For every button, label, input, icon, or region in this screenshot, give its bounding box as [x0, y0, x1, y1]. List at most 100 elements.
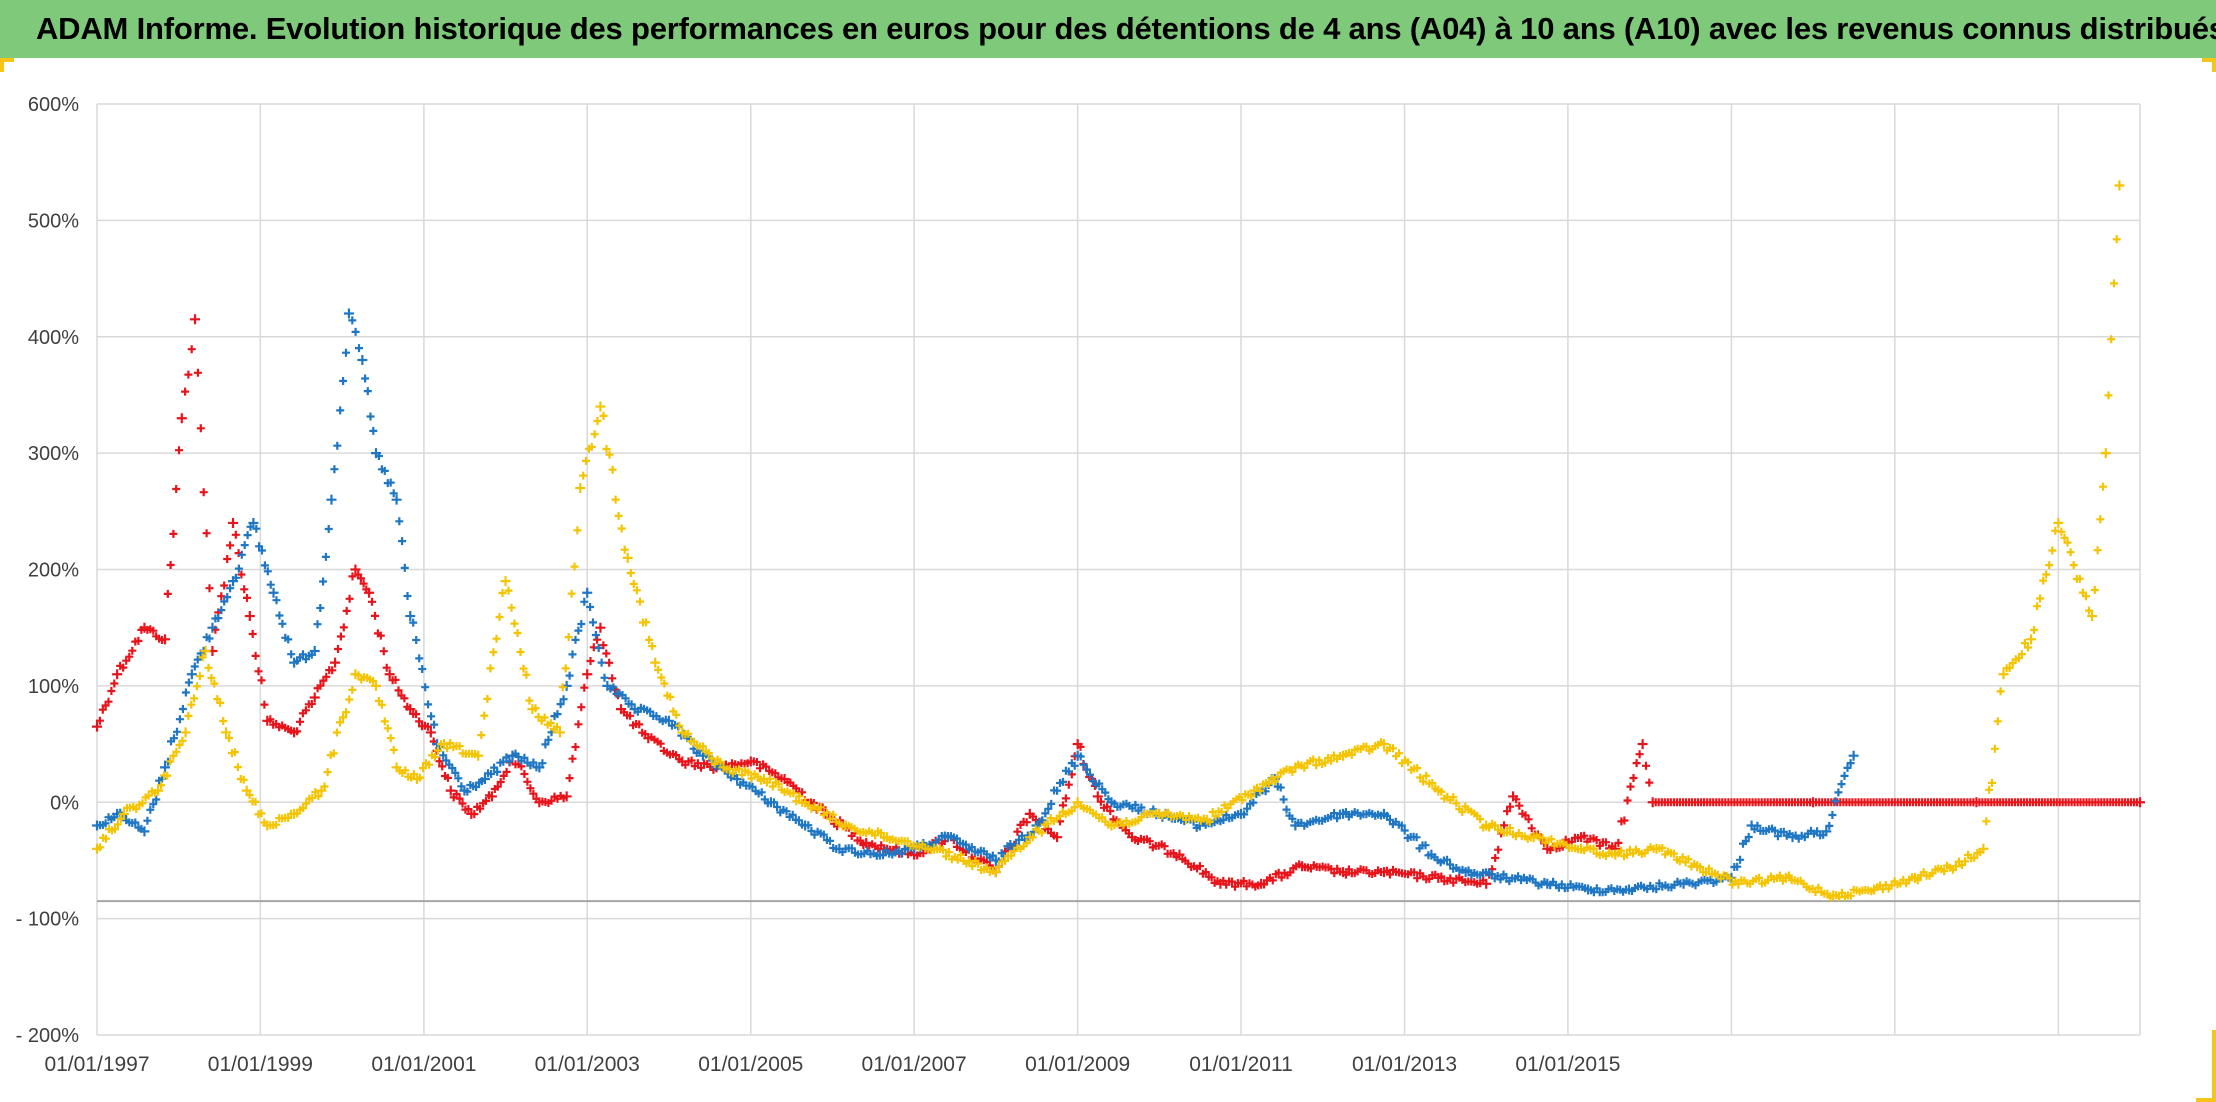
point-cluster — [1642, 761, 1654, 787]
series-3 — [92, 180, 2125, 902]
data-point — [309, 692, 320, 703]
chart-title-bar: ADAM Informe. Evolution historique des p… — [0, 0, 2216, 58]
point-cluster — [143, 774, 167, 825]
x-tick-label: 01/01/2015 — [1515, 1053, 1620, 1076]
x-tick-label: 01/01/2007 — [862, 1053, 967, 1076]
data-point — [350, 564, 361, 575]
data-point — [330, 657, 341, 668]
point-cluster — [1076, 801, 1113, 829]
corner-mark-top-right — [2202, 58, 2216, 62]
point-cluster — [538, 695, 568, 768]
point-cluster — [1383, 744, 1440, 793]
data-point — [244, 611, 255, 622]
point-cluster — [2002, 639, 2032, 673]
point-cluster — [266, 809, 296, 830]
data-point — [1848, 750, 1859, 761]
data-point — [1998, 669, 2009, 680]
point-cluster — [994, 839, 1031, 871]
chart-title: ADAM Informe. Evolution historique des p… — [36, 11, 2216, 46]
point-cluster — [1253, 765, 1297, 795]
point-cluster — [606, 683, 636, 709]
point-cluster — [1342, 738, 1385, 759]
point-cluster — [511, 760, 541, 803]
x-tick-label: 01/01/2003 — [535, 1053, 640, 1076]
point-cluster — [477, 589, 507, 740]
point-cluster — [225, 734, 248, 784]
y-tick-label: 500% — [28, 210, 79, 232]
point-cluster — [354, 671, 378, 685]
data-point — [582, 669, 593, 680]
data-point — [268, 587, 279, 598]
point-cluster — [184, 653, 207, 720]
point-cluster — [844, 821, 888, 842]
point-cluster — [248, 630, 269, 709]
point-cluster — [374, 697, 398, 754]
point-cluster — [313, 666, 337, 693]
point-cluster — [804, 821, 841, 853]
point-cluster — [211, 541, 235, 634]
data-point — [445, 785, 456, 796]
data-point — [200, 645, 211, 656]
point-cluster — [163, 446, 183, 598]
point-cluster — [361, 374, 378, 435]
corner-mark-top-left-v — [0, 58, 4, 72]
corner-mark-top-left — [0, 58, 14, 62]
point-cluster — [565, 683, 589, 783]
point-cluster — [409, 618, 439, 729]
point-cluster — [395, 517, 412, 600]
point-cluster — [231, 522, 255, 582]
point-cluster — [443, 739, 480, 758]
point-cluster — [245, 791, 269, 827]
point-cluster — [1546, 877, 1590, 893]
point-cluster — [1580, 843, 1617, 860]
point-cluster — [1273, 782, 1297, 823]
point-cluster — [749, 757, 786, 783]
point-cluster — [334, 572, 357, 653]
point-cluster — [1464, 866, 1508, 884]
point-cluster — [620, 708, 650, 739]
point-cluster — [1260, 860, 1304, 889]
x-tick-label: 01/01/2001 — [371, 1053, 476, 1076]
data-point — [357, 355, 368, 366]
point-cluster — [1730, 833, 1753, 871]
point-cluster — [95, 679, 119, 725]
point-cluster — [2104, 235, 2121, 400]
point-cluster — [1832, 885, 1876, 902]
point-cluster — [1301, 861, 1345, 878]
x-tick-label: 01/01/2011 — [1189, 1053, 1293, 1076]
point-cluster — [348, 316, 363, 353]
x-tick-label: 01/01/2009 — [1025, 1053, 1130, 1076]
point-cluster — [565, 597, 589, 680]
point-cluster — [1812, 798, 1978, 807]
point-cluster — [272, 596, 296, 659]
point-cluster — [1028, 803, 1079, 842]
point-cluster — [409, 709, 432, 731]
point-cluster — [885, 835, 936, 855]
point-cluster — [586, 635, 602, 665]
data-point — [326, 494, 337, 505]
point-cluster — [211, 584, 235, 623]
point-cluster — [231, 530, 251, 602]
point-cluster — [1825, 759, 1855, 830]
point-cluster — [1178, 855, 1222, 887]
y-tick-label: - 200% — [16, 1025, 80, 1047]
performance-scatter-chart: 600% 500% 400% 300% 200% 100% 0% - 100% - 200% 01… — [16, 94, 2145, 1076]
point-cluster — [1430, 853, 1467, 875]
data-point — [622, 552, 633, 563]
point-cluster — [1294, 751, 1344, 772]
point-cluster — [1505, 872, 1549, 890]
point-cluster — [722, 765, 765, 785]
y-tick-label: 200% — [28, 560, 79, 582]
point-cluster — [374, 452, 398, 498]
series-layer — [92, 180, 2145, 902]
point-cluster — [654, 665, 684, 730]
point-cluster — [388, 675, 412, 711]
point-cluster — [558, 526, 582, 692]
y-tick-label: 0% — [50, 792, 79, 814]
x-tick-label: 01/01/2005 — [698, 1053, 803, 1076]
point-cluster — [1913, 861, 1957, 885]
point-cluster — [647, 733, 684, 764]
data-point — [582, 587, 593, 598]
point-cluster — [538, 791, 568, 807]
point-cluster — [204, 663, 228, 725]
